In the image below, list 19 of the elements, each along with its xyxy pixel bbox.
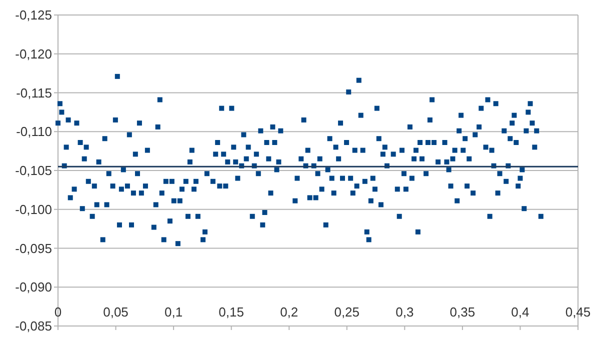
x-tick-label: 0,15 xyxy=(218,304,244,320)
x-tick-label: 0,4 xyxy=(511,304,530,320)
y-tick-label: -0,115 xyxy=(16,85,52,100)
y-tick-label: -0,090 xyxy=(15,280,52,295)
y-tick-label: -0,100 xyxy=(15,202,52,217)
x-tick-label: 0,45 xyxy=(565,304,591,320)
x-tick-label: 0,1 xyxy=(164,304,183,320)
y-tick-label: -0,095 xyxy=(15,240,52,256)
x-tick-label: 0,2 xyxy=(280,304,298,320)
y-tick-label: -0,105 xyxy=(15,163,52,178)
y-tick-label: -0,125 xyxy=(15,8,52,23)
y-tick-label: -0,110 xyxy=(16,124,52,140)
y-tick-label: -0,085 xyxy=(15,318,52,334)
x-tick-label: 0 xyxy=(54,304,62,320)
x-tick-label: 0,3 xyxy=(396,304,414,320)
x-tick-label: 0,35 xyxy=(450,304,476,320)
y-tick-label: -0,120 xyxy=(15,46,52,62)
x-tick-label: 0,25 xyxy=(334,304,360,320)
x-tick-label: 0,05 xyxy=(103,304,128,320)
